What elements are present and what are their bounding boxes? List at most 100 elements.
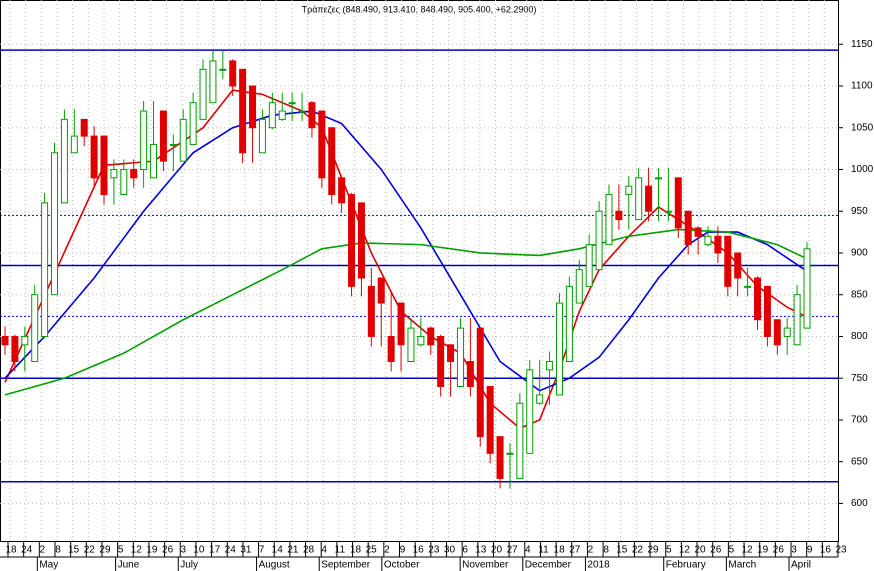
x-tick-label: 15 bbox=[68, 545, 80, 556]
candle-body bbox=[744, 285, 752, 288]
month-label: June bbox=[118, 560, 140, 571]
x-tick-label: 30 bbox=[444, 545, 456, 556]
x-tick-label: 3 bbox=[180, 545, 186, 556]
moving-average bbox=[4, 228, 808, 396]
x-tick-label: 5 bbox=[118, 545, 124, 556]
x-tick-label: 2 bbox=[40, 545, 46, 556]
x-tick-label: 6 bbox=[462, 545, 468, 556]
candle-body bbox=[763, 285, 771, 337]
candle-body bbox=[536, 394, 544, 404]
candle-body bbox=[159, 110, 167, 162]
candle-body bbox=[249, 85, 257, 129]
candle-body bbox=[387, 335, 395, 363]
candle-body bbox=[328, 127, 336, 196]
candle-body bbox=[318, 110, 326, 179]
month-label: April bbox=[791, 560, 811, 571]
candle-body bbox=[100, 135, 108, 196]
x-tick-label: 31 bbox=[240, 545, 252, 556]
x-tick-label: 22 bbox=[84, 545, 96, 556]
x-tick-label: 26 bbox=[710, 545, 722, 556]
candle-body bbox=[338, 177, 346, 204]
candle-body bbox=[417, 335, 425, 346]
candle-body bbox=[575, 269, 583, 304]
candle-body bbox=[447, 344, 455, 363]
x-tick-label: 19 bbox=[757, 545, 769, 556]
x-tick-label: 28 bbox=[303, 545, 315, 556]
x-tick-label: 9 bbox=[807, 545, 813, 556]
month-label: 2018 bbox=[587, 560, 610, 571]
candle-body bbox=[357, 202, 365, 279]
candle-body bbox=[41, 202, 49, 337]
candle-body bbox=[278, 110, 286, 120]
candle-body bbox=[684, 210, 692, 246]
candle-body bbox=[437, 335, 445, 388]
candle-body bbox=[783, 327, 791, 337]
candle-body bbox=[31, 294, 39, 363]
x-tick-label: 18 bbox=[350, 545, 362, 556]
candle-body bbox=[456, 327, 464, 388]
candle-body bbox=[734, 252, 742, 279]
candle-body bbox=[199, 68, 207, 120]
candle-body bbox=[169, 143, 177, 146]
candle-body bbox=[486, 386, 494, 454]
candle-body bbox=[714, 235, 722, 254]
x-tick-label: 14 bbox=[272, 545, 284, 556]
x-tick-label: 26 bbox=[162, 545, 174, 556]
candle-body bbox=[298, 110, 306, 113]
x-tick-label: 23 bbox=[428, 545, 440, 556]
candle-body bbox=[773, 319, 781, 346]
y-tick-label: 850 bbox=[851, 289, 868, 300]
candle-body bbox=[209, 60, 217, 104]
candle-body bbox=[140, 110, 148, 170]
candle-body bbox=[21, 335, 29, 346]
candle-body bbox=[526, 369, 534, 454]
candle-body bbox=[635, 177, 643, 221]
x-tick-label: 25 bbox=[366, 545, 378, 556]
candle-body bbox=[150, 143, 158, 179]
candle-body bbox=[229, 60, 237, 87]
x-tick-label: 15 bbox=[616, 545, 628, 556]
candle-body bbox=[60, 118, 68, 204]
y-tick-label: 750 bbox=[851, 373, 868, 384]
candle-body bbox=[397, 302, 405, 346]
x-tick-label: 18 bbox=[5, 545, 17, 556]
candle-body bbox=[239, 68, 247, 154]
x-tick-label: 27 bbox=[569, 545, 581, 556]
candle-body bbox=[585, 244, 593, 287]
x-tick-label: 11 bbox=[538, 545, 549, 556]
x-tick-label: 4 bbox=[525, 545, 531, 556]
month-label: August bbox=[259, 560, 290, 571]
candle-body bbox=[664, 210, 672, 213]
candle-body bbox=[189, 102, 197, 145]
y-tick-label: 600 bbox=[851, 498, 868, 509]
candle-body bbox=[80, 118, 88, 137]
candle-body bbox=[506, 452, 514, 455]
candle-body bbox=[724, 235, 732, 287]
candle-body bbox=[753, 277, 761, 321]
x-tick-label: 2 bbox=[384, 545, 390, 556]
month-label: July bbox=[180, 560, 198, 571]
candle-body bbox=[625, 185, 633, 196]
candle-body bbox=[308, 102, 316, 129]
candle-body bbox=[516, 402, 524, 479]
month-label: May bbox=[39, 560, 58, 571]
chart-title: Τράπεζες (848.490, 913.410, 848.490, 905… bbox=[302, 4, 537, 14]
candle-body bbox=[674, 177, 682, 229]
x-tick-label: 22 bbox=[632, 545, 644, 556]
candle-body bbox=[367, 285, 375, 337]
month-label: September bbox=[321, 560, 371, 571]
candle-body bbox=[654, 177, 662, 180]
candle-body bbox=[110, 168, 118, 179]
candle-body bbox=[496, 436, 504, 479]
candle-body bbox=[407, 327, 415, 363]
candle-body bbox=[377, 277, 385, 304]
candle-body bbox=[466, 361, 474, 388]
candle-body bbox=[546, 361, 554, 371]
x-tick-label: 21 bbox=[287, 545, 299, 556]
candle-body bbox=[268, 102, 276, 129]
candle-body bbox=[288, 102, 296, 105]
candle-body bbox=[555, 302, 563, 396]
candle-body bbox=[1, 335, 9, 346]
y-tick-label: 1050 bbox=[851, 122, 874, 133]
